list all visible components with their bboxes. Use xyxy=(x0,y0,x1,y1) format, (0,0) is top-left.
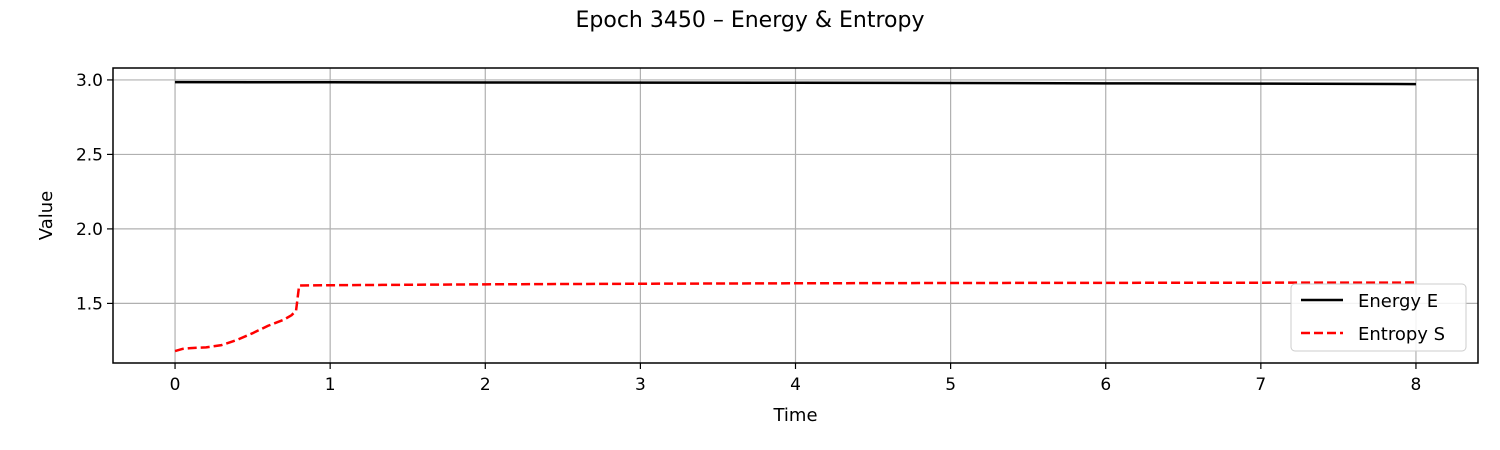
legend: Energy E Entropy S xyxy=(1290,283,1467,352)
x-tick-label: 4 xyxy=(790,375,801,395)
legend-energy-label: Energy E xyxy=(1358,291,1438,312)
axis-ticks: 0 1 2 3 4 5 6 7 8 1.5 2.0 2.5 3.0 xyxy=(76,71,1421,395)
x-tick-label: 8 xyxy=(1411,375,1422,395)
x-axis-label: Time xyxy=(772,405,817,426)
series-entropy-line xyxy=(174,281,1416,353)
x-tick-label: 0 xyxy=(170,375,181,395)
x-tick-label: 6 xyxy=(1100,375,1111,395)
legend-entropy-label: Entropy S xyxy=(1358,324,1445,345)
x-tick-label: 5 xyxy=(945,375,956,395)
y-tick-label: 2.5 xyxy=(76,145,103,165)
y-tick-label: 2.0 xyxy=(76,220,103,240)
x-tick-label: 1 xyxy=(325,375,336,395)
y-tick-label: 3.0 xyxy=(76,71,103,91)
series-energy-line xyxy=(175,80,1416,86)
y-tick-label: 1.5 xyxy=(76,294,103,314)
y-axis-label: Value xyxy=(36,191,57,240)
x-tick-label: 2 xyxy=(480,375,491,395)
chart-title: Epoch 3450 – Energy & Entropy xyxy=(576,8,925,33)
grid-lines xyxy=(113,68,1478,363)
x-tick-label: 3 xyxy=(635,375,646,395)
x-tick-label: 7 xyxy=(1255,375,1266,395)
plot-series xyxy=(174,80,1416,353)
